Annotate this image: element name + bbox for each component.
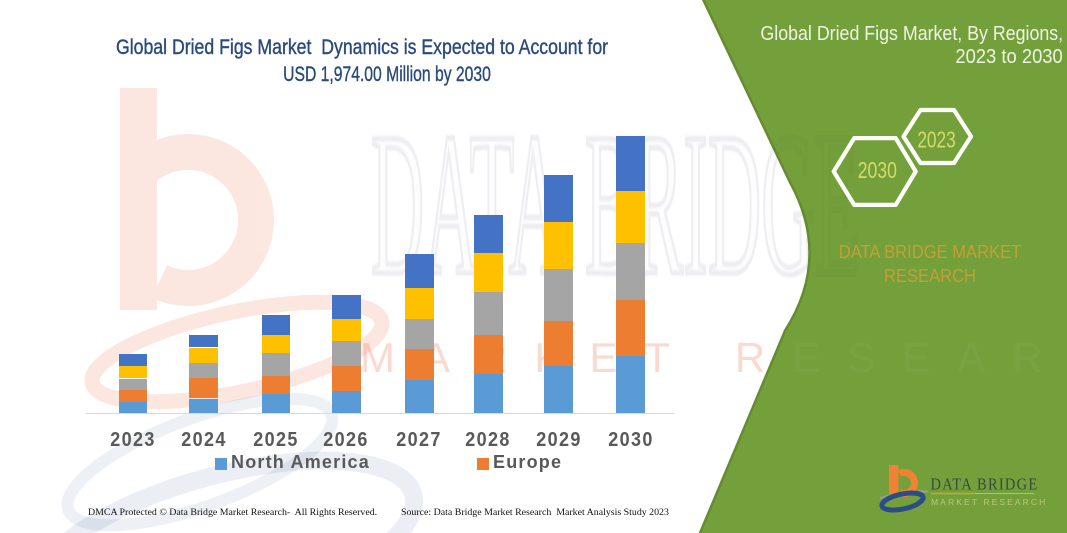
svg-text:MARKET RESEARCH: MARKET RESEARCH (931, 497, 1047, 507)
svg-text:2023: 2023 (917, 128, 955, 153)
svg-text:DATA BRIDGE: DATA BRIDGE (931, 475, 1039, 493)
svg-text:MARKET RESEARCH: MARKET RESEARCH (360, 334, 1067, 381)
svg-text:2030: 2030 (858, 157, 897, 183)
